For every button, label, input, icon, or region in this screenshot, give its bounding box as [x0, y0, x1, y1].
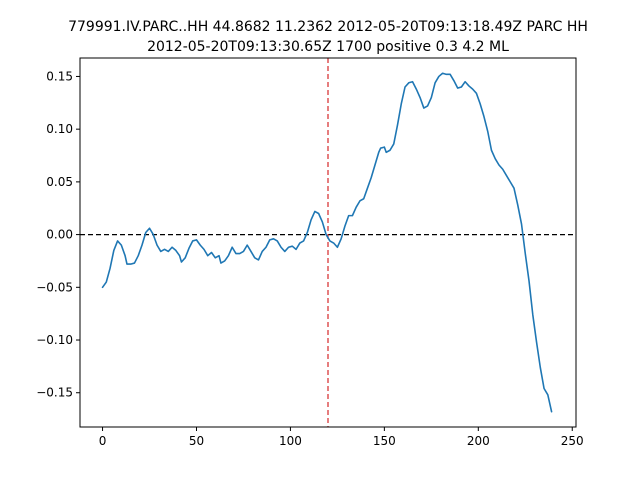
- y-tick-label: 0.10: [46, 122, 73, 136]
- waveform-line: [101, 72, 553, 413]
- y-tick-label: 0.00: [46, 228, 73, 242]
- chart-title-line-1: 779991.IV.PARC..HH 44.8682 11.2362 2012-…: [68, 19, 588, 35]
- y-tick-label: −0.15: [36, 386, 73, 400]
- plot-area-frame: [79, 57, 577, 428]
- x-tick-label: 50: [189, 434, 204, 448]
- y-tick-label: −0.05: [36, 280, 73, 294]
- chart-title-line-2: 2012-05-20T09:13:30.65Z 1700 positive 0.…: [147, 39, 509, 55]
- x-tick-label: 200: [467, 434, 490, 448]
- y-tick-label: 0.15: [46, 69, 73, 83]
- y-tick-label: −0.10: [36, 333, 73, 347]
- x-tick-label: 100: [279, 434, 302, 448]
- y-tick-label: 0.05: [46, 175, 73, 189]
- x-tick-label: 0: [99, 434, 107, 448]
- x-tick-label: 150: [373, 434, 396, 448]
- x-tick-label: 250: [561, 434, 584, 448]
